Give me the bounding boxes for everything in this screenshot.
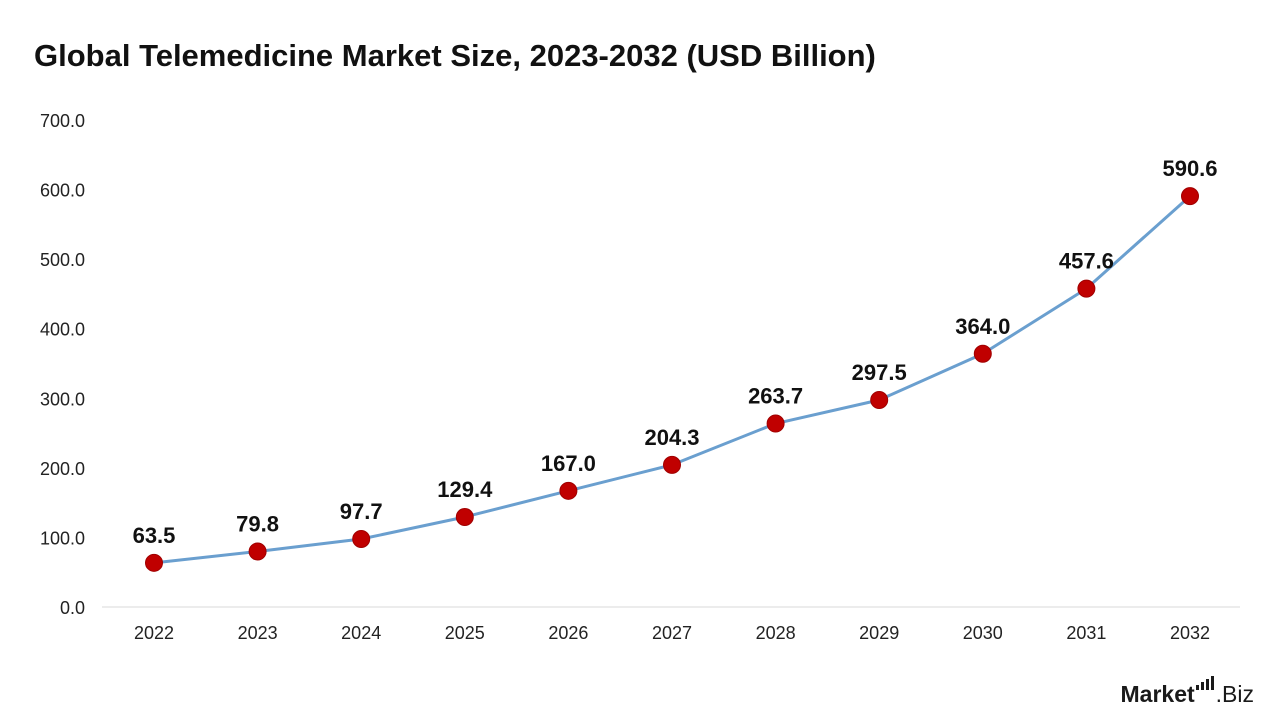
y-tick-label: 100.0: [40, 528, 85, 548]
x-tick-label: 2023: [238, 623, 278, 643]
data-label: 167.0: [541, 451, 596, 476]
data-point-marker: [145, 553, 163, 572]
x-tick-label: 2026: [548, 623, 588, 643]
y-tick-label: 500.0: [40, 250, 85, 270]
x-tick-label: 2030: [963, 623, 1003, 643]
data-label: 63.5: [133, 523, 176, 548]
bar-chart-icon: [1195, 676, 1214, 690]
x-tick-label: 2027: [652, 623, 692, 643]
x-tick-label: 2028: [756, 623, 796, 643]
data-point-marker: [455, 507, 474, 526]
data-point-marker: [1181, 187, 1199, 206]
data-point-marker: [248, 542, 267, 561]
data-point-marker: [1077, 279, 1096, 298]
y-tick-label: 600.0: [40, 181, 85, 201]
data-label: 590.6: [1162, 156, 1217, 181]
y-tick-label: 200.0: [40, 459, 85, 479]
x-tick-label: 2032: [1170, 623, 1210, 643]
y-tick-label: 300.0: [40, 389, 85, 409]
logo-text-main: Market: [1120, 681, 1195, 707]
data-label: 129.4: [437, 477, 493, 502]
y-tick-label: 700.0: [40, 111, 85, 131]
x-tick-label: 2029: [859, 623, 899, 643]
data-point-marker: [870, 391, 889, 410]
data-label: 263.7: [748, 384, 803, 409]
y-tick-label: 0.0: [60, 598, 85, 618]
data-label: 364.0: [955, 314, 1010, 339]
data-label: 79.8: [236, 511, 279, 536]
x-tick-label: 2022: [134, 623, 174, 643]
marketbiz-logo: Market .Biz: [1120, 676, 1254, 708]
x-tick-label: 2024: [341, 623, 381, 643]
y-tick-label: 400.0: [40, 320, 85, 340]
data-point-marker: [559, 481, 578, 500]
chart-title: Global Telemedicine Market Size, 2023-20…: [34, 38, 876, 73]
x-tick-label: 2031: [1066, 623, 1106, 643]
data-label: 457.6: [1059, 249, 1114, 274]
data-label: 204.3: [644, 425, 699, 450]
data-point-marker: [352, 530, 371, 549]
x-tick-label: 2025: [445, 623, 485, 643]
data-point-marker: [766, 414, 785, 433]
data-point-marker: [663, 455, 681, 474]
data-point-marker: [973, 344, 992, 363]
logo-text-suffix: .Biz: [1215, 681, 1254, 707]
series-line: [152, 194, 1192, 565]
data-label: 97.7: [340, 499, 383, 524]
data-label: 297.5: [852, 360, 907, 385]
